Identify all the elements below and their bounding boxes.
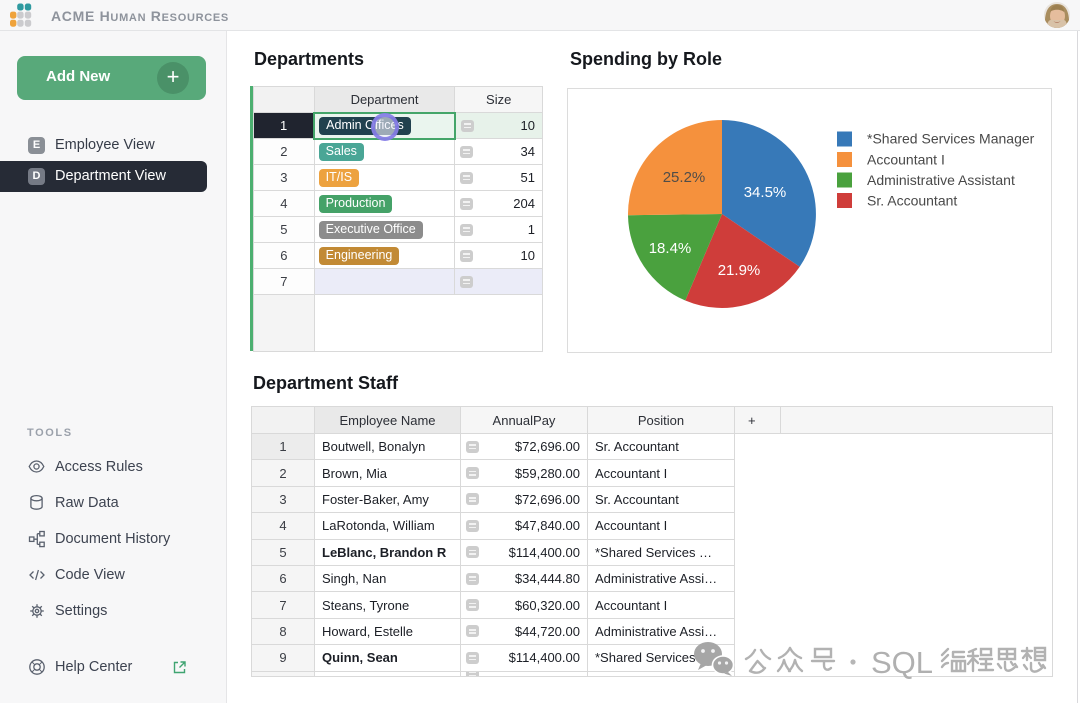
svg-text:34.5%: 34.5% — [744, 184, 787, 201]
svg-text:18.4%: 18.4% — [649, 240, 692, 257]
svg-text:25.2%: 25.2% — [663, 169, 706, 186]
svg-text:Sr. Accountant: Sr. Accountant — [867, 193, 957, 209]
svg-text:Accountant I: Accountant I — [867, 152, 945, 168]
svg-text:*Shared Services Manager: *Shared Services Manager — [867, 131, 1035, 147]
svg-text:Administrative Assistant: Administrative Assistant — [867, 172, 1015, 188]
svg-text:21.9%: 21.9% — [718, 262, 761, 279]
svg-text:SQL: SQL — [871, 645, 933, 680]
